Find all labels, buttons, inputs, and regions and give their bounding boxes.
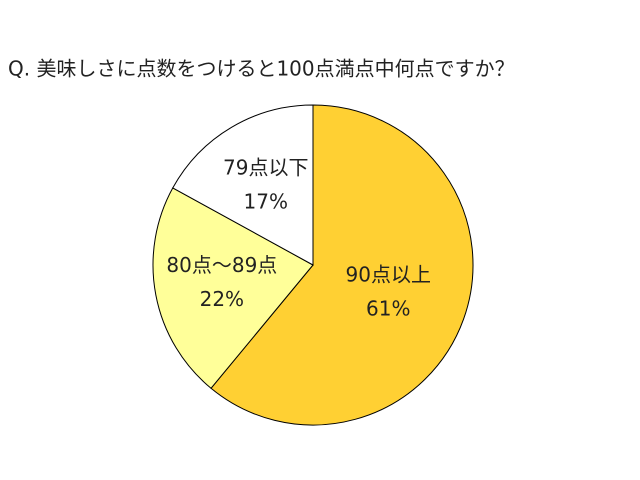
chart-title: Q. 美味しさに点数をつけると100点満点中何点ですか？ — [8, 57, 515, 81]
pie-slice — [210, 104, 474, 426]
slice-value-label: 22% — [200, 287, 244, 311]
pie-slice — [172, 104, 314, 266]
pie-slice — [152, 187, 314, 389]
slice-label: 80点～89点 — [166, 253, 277, 277]
slice-value-label: 17% — [244, 190, 288, 214]
slice-value-label: 61% — [366, 297, 410, 321]
slice-label: 90点以上 — [346, 263, 431, 287]
slice-label: 79点以下 — [223, 156, 308, 180]
